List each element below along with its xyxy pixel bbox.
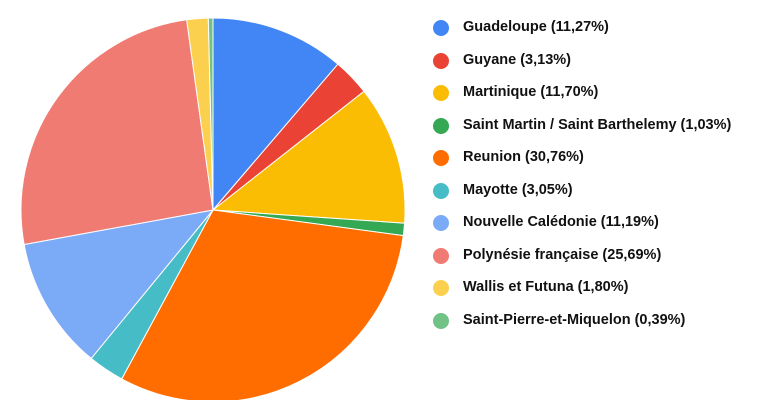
legend-item: Saint Martin / Saint Barthelemy (1,03%) <box>432 117 782 134</box>
legend-item: Nouvelle Calédonie (11,19%) <box>432 214 782 231</box>
legend-swatch <box>433 150 449 166</box>
legend-item: Mayotte (3,05%) <box>432 182 782 199</box>
legend-label: Mayotte (3,05%) <box>463 181 573 198</box>
legend-item: Saint-Pierre-et-Miquelon (0,39%) <box>432 312 782 329</box>
legend-label: Guadeloupe (11,27%) <box>463 19 609 35</box>
legend-item: Guyane (3,13%) <box>432 52 782 69</box>
legend-swatch <box>433 280 449 296</box>
legend-swatch <box>433 85 449 101</box>
legend-label: Polynésie française (25,69%) <box>463 246 662 263</box>
legend-swatch <box>433 215 449 231</box>
legend-item: Polynésie française (25,69%) <box>432 247 782 264</box>
legend-label: Reunion (30,76%) <box>463 149 584 165</box>
pie-slice <box>121 209 404 400</box>
legend-item: Martinique (11,70%) <box>432 84 782 101</box>
pie-slice <box>211 90 406 224</box>
legend-label: Wallis et Futuna (1,80%) <box>463 279 629 295</box>
legend-swatch <box>433 52 449 69</box>
legend-swatch <box>433 20 449 36</box>
legend-swatch <box>433 182 449 199</box>
legend-label: Saint Martin / Saint Barthelemy (1,03%) <box>463 116 732 133</box>
pie-slice <box>20 19 214 246</box>
legend-swatch <box>433 312 449 329</box>
legend-swatch <box>433 117 449 134</box>
pie-slice <box>212 17 339 212</box>
legend-label: Saint-Pierre-et-Miquelon (0,39%) <box>463 311 686 328</box>
pie-chart <box>20 17 406 400</box>
legend-item: Wallis et Futuna (1,80%) <box>432 279 782 296</box>
legend-label: Guyane (3,13%) <box>463 51 571 68</box>
legend-label: Nouvelle Calédonie (11,19%) <box>463 214 659 230</box>
legend-item: Reunion (30,76%) <box>432 149 782 166</box>
legend-label: Martinique (11,70%) <box>463 84 599 100</box>
pie-slice <box>207 17 214 211</box>
pie-slice <box>23 209 215 360</box>
legend: Guadeloupe (11,27%) Guyane (3,13%) Martini… <box>432 19 782 344</box>
legend-swatch <box>433 247 449 264</box>
legend-item: Guadeloupe (11,27%) <box>432 19 782 36</box>
